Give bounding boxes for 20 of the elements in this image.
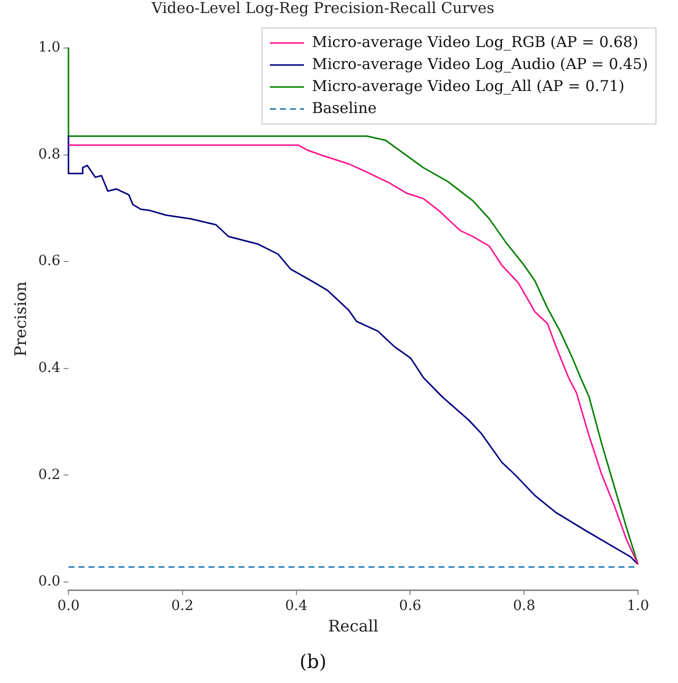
legend-label: Micro-average Video Log_RGB (AP = 0.68): [312, 32, 638, 51]
x-tick-label: 0.0: [57, 598, 80, 614]
x-tick-label: 0.4: [285, 598, 308, 614]
y-tick-label: 1.0: [38, 40, 60, 56]
chart-title: Video-Level Log-Reg Precision-Recall Curves: [150, 0, 494, 17]
text: (b): [300, 650, 326, 673]
x-axis-title: Recall: [328, 616, 378, 636]
legend-label: Micro-average Video Log_Audio (AP = 0.45): [312, 54, 648, 73]
x-tick-label: 1.0: [626, 598, 650, 614]
x-tick-label: 0.8: [512, 598, 536, 614]
x-tick-label: 0.6: [399, 598, 422, 614]
y-tick-label: 0.8: [38, 146, 60, 162]
y-tick-label: 0.4: [38, 360, 61, 376]
y-tick-label: 0.0: [38, 574, 60, 590]
y-axis-title: Precision: [10, 281, 30, 357]
legend-label: Baseline: [312, 98, 377, 117]
y-tick-label: 0.6: [38, 253, 61, 270]
legend-label: Micro-average Video Log_All (AP = 0.71): [312, 76, 625, 95]
x-tick-label: 0.2: [171, 598, 194, 614]
y-tick-label: 0.2: [38, 466, 60, 483]
